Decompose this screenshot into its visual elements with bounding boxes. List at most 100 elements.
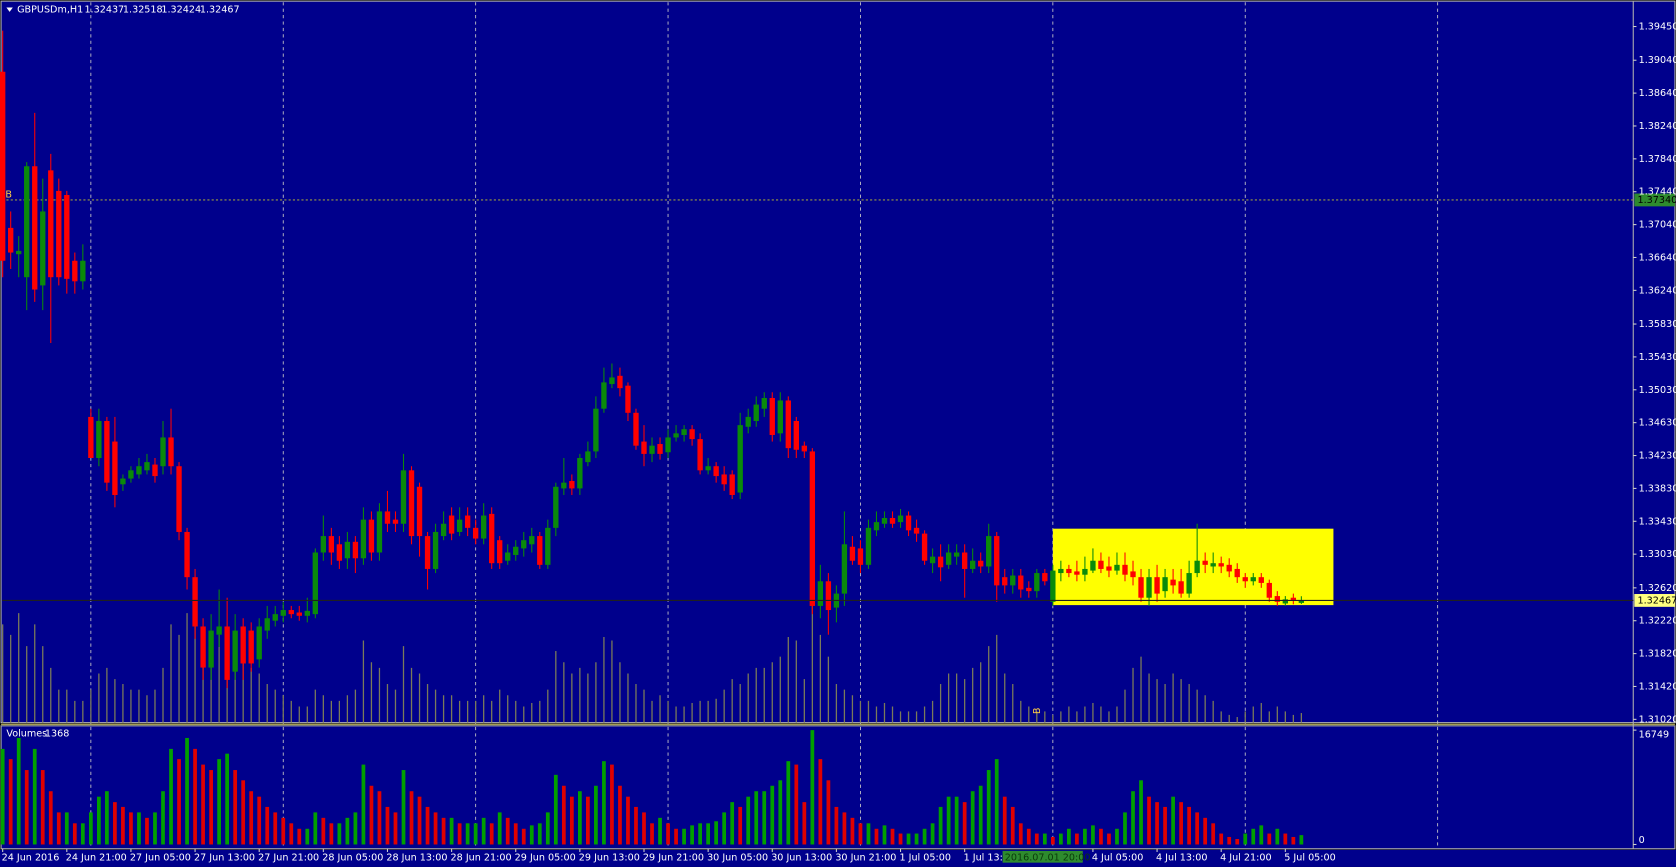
volume-bar <box>337 823 342 845</box>
candle-body <box>104 421 110 483</box>
candle-body <box>961 552 968 569</box>
volume-bar <box>714 821 719 845</box>
candle-body <box>432 531 439 569</box>
candle-body <box>304 610 310 616</box>
candle-body <box>785 400 791 449</box>
volume-bar <box>1171 796 1175 845</box>
volume-bar <box>1115 828 1119 845</box>
y-tick-label: 1.37040 <box>1639 220 1676 231</box>
candle-body <box>336 544 343 561</box>
volume-bar <box>906 833 911 845</box>
volume-bar <box>1219 833 1224 845</box>
volume-bar <box>618 785 622 845</box>
menu-arrow[interactable] <box>6 7 13 12</box>
candle-body <box>777 400 783 434</box>
volume-bar <box>1251 828 1256 845</box>
volume-bar <box>1018 823 1023 845</box>
volume-bar <box>569 796 574 845</box>
volume-bar <box>850 817 855 845</box>
candle-body <box>793 421 799 450</box>
volume-bar <box>145 817 149 845</box>
volume-bar <box>946 796 951 845</box>
y-tick-label: 1.35830 <box>1639 319 1676 330</box>
candle-body <box>88 416 94 458</box>
header: GBPUSDm,H1 1.32437 1.32518 1.32424 1.324… <box>17 5 240 16</box>
candle-body <box>168 437 174 467</box>
candle-body <box>1186 573 1192 594</box>
candle-body <box>577 457 583 489</box>
h-line-label: 1.37340 <box>1638 195 1676 206</box>
candle-body <box>1106 566 1112 571</box>
candle-body <box>1194 560 1200 574</box>
candle-body <box>56 190 62 278</box>
candle-body <box>849 546 856 561</box>
volume-bar <box>1195 812 1200 845</box>
candle-body <box>753 404 759 422</box>
volume-bar <box>249 791 254 845</box>
candle-body <box>360 519 367 559</box>
x-tick-label: 4 Jul 05:00 <box>1092 852 1144 863</box>
volume-bar <box>698 823 702 845</box>
candle-body <box>641 441 647 454</box>
candle-body <box>889 517 896 524</box>
volume-bar <box>890 828 895 845</box>
volume-bar <box>1099 828 1103 845</box>
volume-bar <box>882 825 887 845</box>
candle-body <box>1058 568 1064 574</box>
volume-bar <box>1083 828 1087 845</box>
candle-body <box>945 552 952 565</box>
volume-bar <box>770 785 775 845</box>
last-close: 1.32467 <box>200 5 240 16</box>
chart-title: GBPUSDm,H1 <box>17 5 83 16</box>
x-tick-label: 27 Jun 21:00 <box>258 852 319 863</box>
candle-body <box>1274 596 1280 602</box>
x-tick-label: 27 Jun 05:00 <box>130 852 191 863</box>
volume-bar <box>642 812 646 845</box>
volume-last: 1368 <box>45 728 69 739</box>
volume-bar <box>153 812 157 845</box>
volume-bar <box>1042 833 1047 845</box>
volume-bar <box>962 802 967 845</box>
candle-body <box>1122 564 1128 575</box>
candle-body <box>817 581 824 606</box>
candle-body <box>152 464 158 477</box>
candle-body <box>392 519 399 524</box>
y-tick-label: 1.31820 <box>1639 649 1676 660</box>
candle-body <box>448 515 455 534</box>
volume-bar <box>265 806 270 845</box>
volume-bar <box>1187 806 1191 845</box>
volume-bar <box>297 828 302 845</box>
candle-body <box>1002 577 1008 586</box>
volume-bar <box>441 817 446 845</box>
volume-bar <box>465 823 470 845</box>
candle-body <box>1226 564 1232 572</box>
volume-bar <box>794 764 799 845</box>
y-tick-label: 1.36640 <box>1639 252 1676 263</box>
candle-body <box>489 513 495 564</box>
volume-bar <box>738 806 743 845</box>
current-price-label: 1.32467 <box>1638 595 1676 606</box>
candle-body <box>1146 577 1152 598</box>
candle-body <box>897 515 904 523</box>
volume-bar <box>129 812 133 845</box>
candle-body <box>569 481 575 489</box>
candle-body <box>192 577 198 627</box>
volume-bar <box>866 823 871 845</box>
candle-body <box>769 398 775 435</box>
volume-bar <box>553 774 558 845</box>
volume-bar <box>1075 833 1079 845</box>
x-tick-label: 30 Jun 13:00 <box>771 852 832 863</box>
volume-bar <box>1163 806 1167 845</box>
candle-body <box>1178 581 1184 594</box>
candle-body <box>208 630 214 668</box>
volume-bar <box>537 823 542 845</box>
volume-bar <box>986 770 991 845</box>
candle-body <box>721 474 727 485</box>
candle-body <box>601 382 607 409</box>
volume-bar <box>1123 812 1127 845</box>
volume-bar <box>121 806 125 845</box>
last-high: 1.32518 <box>123 5 163 16</box>
candle-body <box>112 441 118 495</box>
y-tick-label: 1.38640 <box>1639 88 1676 99</box>
